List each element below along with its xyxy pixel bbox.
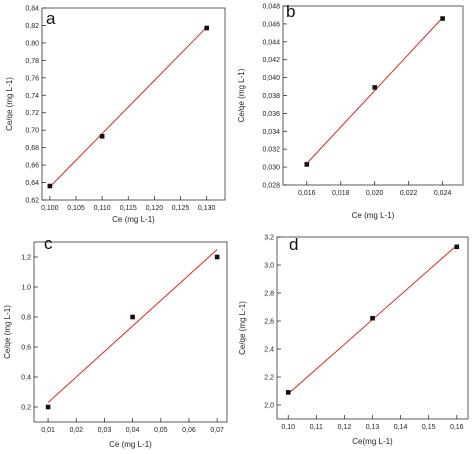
x-tick-label: 0,12 [338, 424, 352, 431]
y-tick-label: 0,62 [25, 198, 39, 205]
x-tick-label: 0,100 [41, 205, 59, 212]
x-tick-label: 0,120 [146, 205, 164, 212]
x-tick-label: 0,14 [394, 424, 408, 431]
panel-label: b [286, 2, 295, 21]
plot-frame [282, 5, 464, 186]
y-tick-label: 3,2 [264, 235, 274, 242]
panel-a: 0,100 0,105 0,110 0,115 0,120 0,125 0,130 0,62 0… [5, 6, 226, 224]
fit-line [47, 249, 218, 403]
panel-c: 0,01 0,02 0,03 0,04 0,05 0,06 0,07 0,2 0,4 0,6 0,8… [3, 234, 228, 449]
plot-frame [41, 7, 226, 201]
y-tick-label: 0,80 [25, 40, 39, 47]
y-tick-label: 0,048 [262, 4, 280, 11]
data-point [99, 133, 105, 139]
data-point [285, 390, 291, 395]
x-tick-label: 0,07 [210, 427, 224, 434]
y-tick-label: 0,84 [25, 6, 39, 13]
x-tick-label: 0,024 [434, 190, 452, 197]
panel-label: c [44, 234, 53, 253]
data-point [214, 254, 220, 260]
y-tick-label: 0,74 [25, 93, 39, 100]
y-tick-label: 0,70 [25, 128, 39, 135]
x-tick-label: 0,13 [366, 424, 380, 431]
y-tick-label: 0,036 [262, 111, 280, 118]
x-tick-label: 0,10 [281, 424, 295, 431]
y-tick-label: 2,8 [264, 291, 274, 298]
x-tick-label: 0,01 [41, 427, 55, 434]
data-point [45, 404, 51, 410]
x-tick-label: 0,018 [332, 190, 350, 197]
data-point [370, 315, 375, 321]
data-point [454, 244, 460, 250]
data-point [304, 162, 310, 167]
data-point [372, 85, 377, 90]
x-tick-label: 0,05 [154, 427, 168, 434]
x-tick-label: 0,130 [198, 205, 216, 212]
x-tick-label: 0,115 [120, 205, 137, 212]
y-tick-label: 2,2 [264, 375, 274, 382]
y-tick-label: 0,046 [262, 21, 280, 28]
plot-frame [33, 241, 228, 423]
y-tick-label: 2,4 [264, 347, 274, 354]
y-tick-label: 0,028 [262, 183, 280, 190]
y-tick-label: 0,032 [262, 147, 280, 154]
y-tick-label: 0,72 [25, 110, 39, 117]
y-tick-label: 0,4 [21, 375, 31, 382]
x-tick-label: 0,125 [172, 205, 190, 212]
y-tick-label: 0,038 [262, 93, 280, 100]
x-tick-label: 0,03 [98, 427, 112, 434]
data-point [130, 314, 135, 320]
x-tick-label: 0,04 [126, 427, 140, 434]
x-tick-label: 0,110 [94, 205, 111, 212]
x-axis-label: Ce(mg L-1) [352, 437, 393, 446]
data-point [204, 25, 209, 31]
data-point [47, 183, 53, 189]
plot-frame [276, 236, 469, 420]
y-tick-label: 0,030 [262, 165, 280, 172]
x-tick-label: 0,11 [310, 424, 323, 431]
y-axis-label: Ce/qe (mg L-1) [5, 77, 14, 131]
y-tick-label: 1,0 [21, 285, 31, 292]
y-tick-label: 0,68 [25, 145, 39, 152]
y-tick-label: 2,6 [264, 319, 274, 326]
y-tick-label: 0,044 [262, 39, 280, 46]
y-tick-label: 0,8 [21, 315, 31, 322]
x-tick-label: 0,15 [422, 424, 436, 431]
panel-label: a [46, 9, 56, 28]
fit-line [49, 26, 208, 188]
x-tick-label: 0,020 [366, 190, 384, 197]
y-tick-label: 0,6 [21, 345, 31, 352]
x-tick-label: 0,02 [69, 427, 83, 434]
y-tick-label: 0,034 [262, 129, 280, 136]
y-tick-label: 0,2 [21, 405, 31, 412]
y-axis-label: Ce/qe (mg L-1) [237, 68, 246, 122]
y-axis-label: Ce/qe (mg L-1) [3, 305, 12, 359]
x-axis-label: Ce (mg L-1) [112, 215, 155, 224]
data-point [440, 16, 445, 21]
fit-line [306, 17, 443, 164]
y-tick-label: 0,042 [262, 57, 280, 64]
x-axis-label: Ce (mg L-1) [109, 440, 152, 449]
y-tick-label: 0,78 [25, 58, 39, 65]
y-tick-label: 2,0 [264, 403, 274, 410]
x-tick-label: 0,016 [298, 190, 316, 197]
panel-label: d [289, 235, 298, 254]
panel-b: 0,016 0,018 0,020 0,022 0,024 0,028 0,030 0,032… [237, 2, 464, 220]
y-tick-label: 0,64 [25, 180, 39, 187]
panel-d: 0,10 0,11 0,12 0,13 0,14 0,15 0,16 2,0 2,2 2,4 2,6… [238, 235, 469, 446]
y-tick-label: 3,0 [264, 263, 274, 270]
x-tick-label: 0,022 [400, 190, 418, 197]
x-tick-label: 0,06 [182, 427, 196, 434]
y-tick-label: 0,76 [25, 75, 39, 82]
x-tick-label: 0,16 [450, 424, 464, 431]
x-tick-label: 0,105 [67, 205, 85, 212]
x-axis-label: Ce (mg L-1) [352, 211, 395, 220]
y-tick-label: 0,040 [262, 75, 280, 82]
y-axis-label: Ce/qe (mg L-1) [238, 301, 247, 355]
y-tick-label: 0,66 [25, 163, 39, 170]
y-tick-label: 0,82 [25, 23, 39, 30]
y-tick-label: 1,2 [21, 255, 31, 262]
